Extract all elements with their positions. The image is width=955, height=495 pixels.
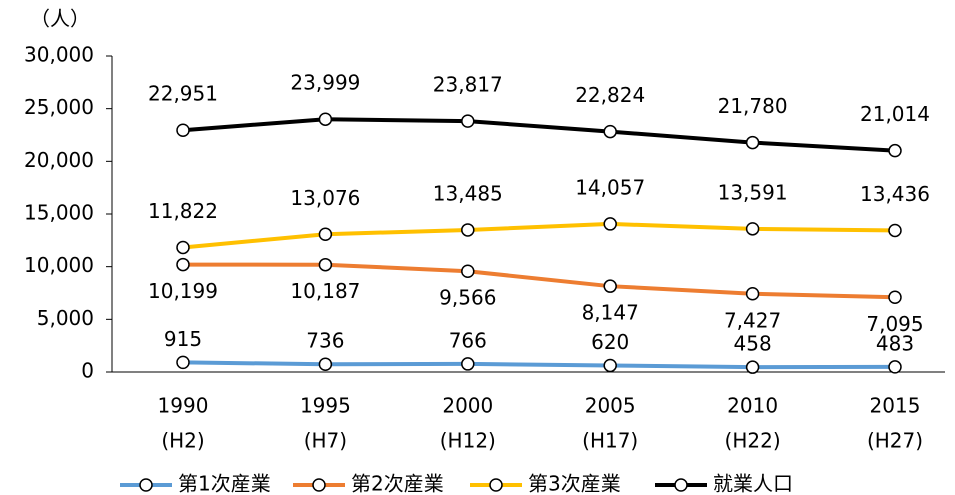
data-label: 13,591 [718,180,788,204]
point [888,290,902,305]
x-tick-sublabel: (H22) [725,429,781,453]
legend-marker [674,478,688,492]
data-label: 11,822 [148,199,218,223]
x-tick-sublabel: (H12) [440,429,496,453]
x-tick-label: 2000 [442,394,493,418]
data-label: 766 [449,328,487,352]
point [461,114,475,128]
point [745,360,760,374]
point [318,257,333,272]
x-tick-label: 2010 [727,394,778,418]
x-tick-label: 2005 [585,394,636,418]
y-tick-label: 5,000 [37,306,94,330]
data-label: 7,095 [866,312,923,336]
y-tick-label: 0 [81,359,94,383]
y-tick-label: 10,000 [24,253,94,277]
series-line [182,221,896,250]
y-tick-label: 15,000 [24,201,94,225]
point [603,358,617,373]
data-label: 14,057 [575,175,645,199]
point [318,112,333,126]
data-label: 458 [734,332,772,356]
point [603,124,617,139]
point [888,360,902,374]
data-label: 22,824 [575,83,645,107]
point [176,257,190,272]
point [745,222,760,236]
data-label: 21,780 [718,94,788,118]
point [176,355,190,370]
x-tick-label: 1995 [300,394,351,418]
legend-label: 就業人口 [713,472,793,495]
data-label: 22,951 [148,82,218,106]
point [888,143,902,158]
x-tick-label: 2015 [870,394,921,418]
y-tick-label: 20,000 [24,148,94,172]
data-label: 736 [306,329,344,353]
x-tick-sublabel: (H2) [161,429,204,453]
y-tick-label: 30,000 [24,43,94,67]
series-line [182,360,896,370]
x-tick-label: 1990 [158,394,209,418]
point [176,123,190,137]
legend-marker [139,478,153,492]
legend-label: 第1次産業 [178,472,271,495]
x-tick-sublabel: (H27) [867,429,923,453]
data-label: 21,014 [860,102,930,126]
legend-marker [312,478,326,492]
data-label: 23,817 [433,73,503,97]
point [888,223,902,238]
point [318,227,333,242]
point [461,264,475,278]
point [461,223,475,237]
series-line [182,262,896,300]
data-label: 620 [591,330,629,354]
data-label: 483 [876,331,914,355]
legend-marker [489,478,503,492]
x-tick-sublabel: (H17) [582,429,638,453]
data-label: 915 [164,327,202,351]
data-label: 9,566 [439,286,496,310]
y-tick-label: 25,000 [24,95,94,119]
point [318,357,333,371]
unit-label: （人） [30,7,90,31]
legend-label: 第3次産業 [528,472,621,495]
legend-label: 第2次産業 [351,472,444,495]
series-line [182,117,896,153]
point [176,240,190,255]
data-label: 10,187 [290,279,360,303]
data-label: 10,199 [148,279,218,303]
point [603,279,617,293]
point [603,217,617,231]
data-label: 13,076 [290,186,360,210]
data-label: 7,427 [724,308,781,332]
data-label: 8,147 [582,301,639,325]
point [461,357,475,371]
data-label: 13,436 [860,182,930,206]
point [745,287,760,301]
data-label: 23,999 [290,71,360,95]
data-label: 13,485 [433,181,503,205]
x-tick-sublabel: (H7) [304,429,347,453]
point [745,135,760,150]
